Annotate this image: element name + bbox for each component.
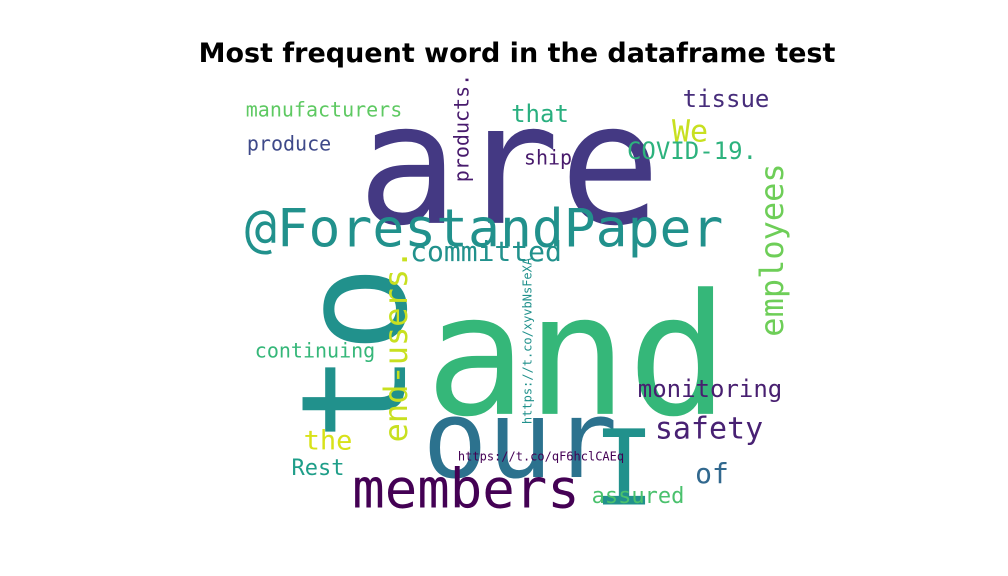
word-to: to bbox=[270, 265, 440, 441]
word-assured: assured bbox=[592, 484, 685, 509]
chart-title: Most frequent word in the dataframe test bbox=[199, 38, 836, 69]
word-end-users: end-users. bbox=[377, 250, 415, 443]
word-monitoring: monitoring bbox=[638, 375, 783, 403]
word-https-t-co-qf6hclcaeq: https://t.co/qF6hclCAEq bbox=[458, 450, 624, 464]
word-https-t-co-xyvbnsfexa: https://t.co/xyvbNsFeXA bbox=[521, 257, 535, 424]
word-committed: committed bbox=[410, 235, 562, 268]
word-employees: employees bbox=[753, 163, 791, 336]
word-manufacturers: manufacturers bbox=[246, 98, 403, 122]
word-we: We bbox=[672, 115, 708, 150]
word-continuing: continuing bbox=[255, 339, 375, 363]
word-tissue: tissue bbox=[683, 85, 770, 113]
word-and: and bbox=[425, 258, 728, 454]
word-i: I bbox=[593, 407, 656, 529]
word-safety: safety bbox=[655, 412, 763, 447]
word-the: the bbox=[304, 426, 353, 457]
word-our: our bbox=[422, 378, 617, 503]
word-produce: produce bbox=[247, 132, 331, 156]
word-covid-19: COVID-19. bbox=[627, 137, 757, 165]
word-forestandpaper: @ForestandPaper bbox=[245, 199, 724, 260]
word-rest: Rest bbox=[292, 456, 345, 481]
word-of: of bbox=[695, 457, 729, 490]
word-that: that bbox=[511, 100, 569, 128]
word-ship: ship bbox=[524, 146, 572, 170]
word-members: members bbox=[352, 458, 580, 521]
word-products: products. bbox=[450, 74, 474, 182]
word-are: are bbox=[357, 67, 660, 263]
